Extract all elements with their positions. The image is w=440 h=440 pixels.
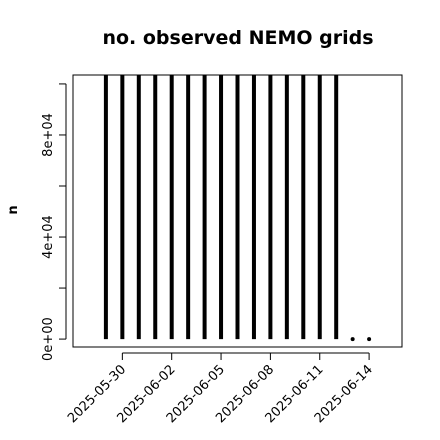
y-axis-label: n xyxy=(6,205,21,214)
point xyxy=(350,337,355,342)
y-tick-label: 4e+04 xyxy=(41,215,56,259)
y-tick-label: 0e+00 xyxy=(41,317,56,361)
y-tick-label: 8e+04 xyxy=(41,113,56,157)
point xyxy=(367,337,372,342)
chart-title: no. observed NEMO grids xyxy=(102,27,373,49)
